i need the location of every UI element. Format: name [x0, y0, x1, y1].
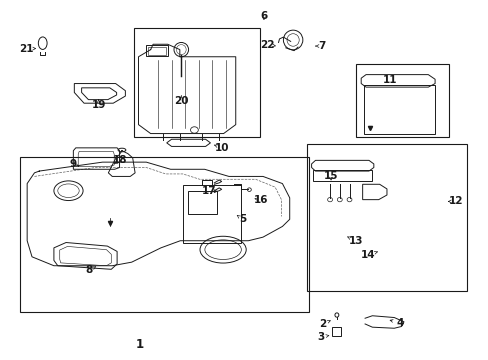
Text: 17: 17	[202, 186, 216, 196]
Bar	[187, 191, 216, 214]
Text: 14: 14	[361, 250, 375, 260]
Text: 9: 9	[70, 159, 77, 169]
Text: 2: 2	[318, 319, 325, 329]
Text: 6: 6	[260, 11, 267, 21]
Text: 7: 7	[318, 41, 325, 51]
Text: 20: 20	[174, 96, 188, 107]
Bar	[145, 45, 167, 56]
Bar	[306, 144, 466, 291]
Text: 12: 12	[448, 197, 462, 206]
Text: 15: 15	[323, 171, 338, 181]
Text: 13: 13	[348, 236, 363, 246]
Text: 4: 4	[396, 318, 403, 328]
Text: 19: 19	[91, 100, 105, 110]
Bar	[363, 85, 434, 134]
Text: 22: 22	[260, 40, 275, 50]
Text: 10: 10	[214, 143, 228, 153]
Bar	[147, 47, 165, 55]
Text: 21: 21	[20, 44, 34, 54]
Text: 16: 16	[254, 195, 268, 204]
Bar	[133, 28, 260, 137]
Bar	[331, 327, 340, 336]
Text: 1: 1	[136, 338, 144, 351]
Bar	[312, 170, 372, 181]
Bar	[20, 157, 308, 312]
Text: 5: 5	[239, 214, 246, 224]
Text: 11: 11	[382, 75, 397, 85]
Bar	[356, 64, 448, 137]
Bar	[183, 185, 241, 243]
Text: 8: 8	[85, 265, 92, 275]
Text: 3: 3	[317, 332, 325, 342]
Text: 18: 18	[113, 156, 127, 165]
